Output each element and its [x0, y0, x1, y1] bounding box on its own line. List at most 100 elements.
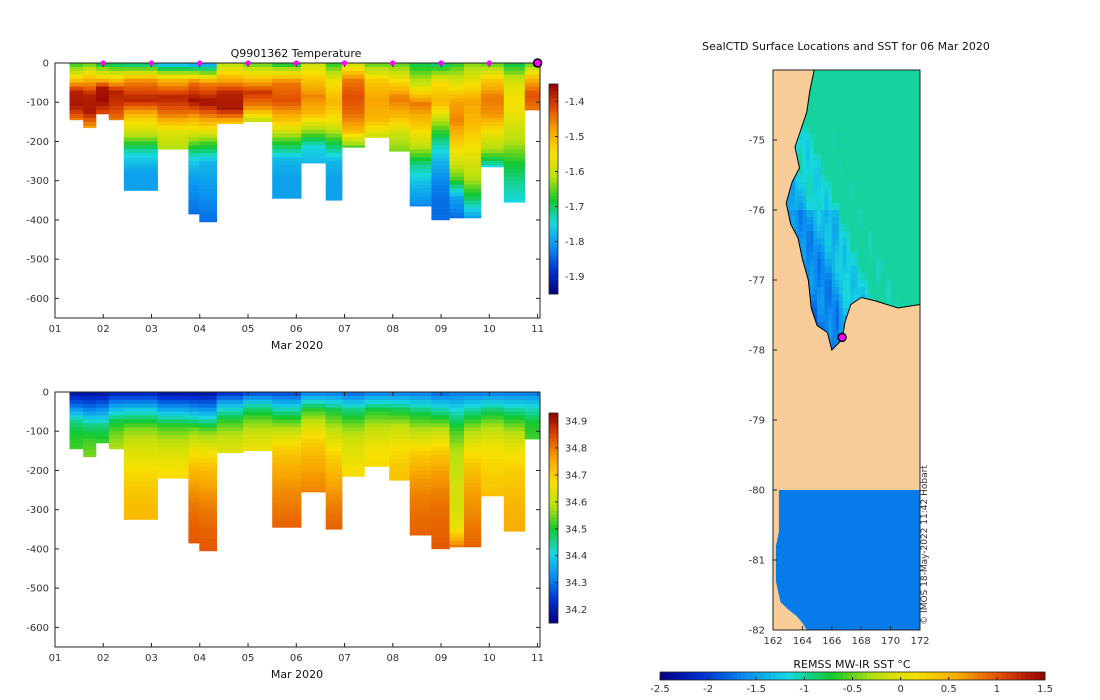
sst-pixel — [853, 168, 858, 176]
sst-pixel — [853, 112, 858, 120]
sst-pixel — [883, 252, 888, 260]
cast-cell — [449, 462, 465, 467]
sst-pixel — [879, 252, 884, 260]
cast-cell — [464, 145, 482, 150]
sst-pixel — [890, 252, 895, 260]
cast-cell — [409, 74, 432, 79]
sst-pixel — [916, 280, 920, 288]
cast-cell — [123, 102, 158, 107]
sst-pixel — [802, 182, 807, 190]
cast-cell — [96, 407, 110, 412]
sst-pixel — [817, 140, 822, 148]
cast-cell — [431, 423, 450, 428]
cast-cell — [199, 548, 217, 552]
cast-cell — [123, 407, 158, 412]
cast-cell — [342, 415, 365, 420]
sst-pixel — [861, 98, 866, 106]
cast-cell — [325, 125, 343, 130]
sst-pixel — [817, 294, 822, 302]
cast-cell — [431, 521, 450, 526]
cast-cell — [503, 161, 526, 166]
cast-cell — [199, 541, 217, 546]
cast-cell — [188, 458, 200, 463]
cast-cell — [524, 392, 540, 397]
sst-pixel — [912, 168, 917, 176]
cast-cell — [464, 435, 482, 440]
sst-pixel — [839, 133, 844, 141]
sst-pixel — [872, 266, 877, 274]
colorbar-segment — [549, 84, 558, 88]
sst-pixel — [901, 126, 906, 134]
cast-cell — [272, 137, 302, 142]
sst-pixel — [831, 280, 836, 288]
cast-cell — [449, 216, 465, 219]
cast-cell — [272, 439, 302, 444]
cast-cell — [464, 486, 482, 491]
sst-pixel — [872, 294, 877, 302]
cast-cell — [216, 98, 244, 103]
sst-pixel — [905, 161, 910, 169]
colorbar-segment — [838, 672, 844, 680]
cast-cell — [449, 537, 465, 542]
salinity-x-axis: 01 02 03 04 05 06 07 08 09 10 11 — [49, 392, 544, 664]
cast-cell — [108, 74, 125, 79]
sst-pixel — [901, 196, 906, 204]
x-tick-label: 03 — [145, 324, 158, 335]
cast-cell — [123, 114, 158, 119]
cast-cell — [342, 114, 365, 119]
cast-cell — [464, 446, 482, 452]
colorbar-segment — [549, 483, 558, 487]
cast-cell — [157, 395, 189, 401]
sst-pixel — [824, 210, 829, 218]
cast-cell — [216, 431, 244, 436]
sst-pixel — [916, 217, 920, 225]
sst-pixel — [879, 77, 884, 85]
sst-pixel — [916, 266, 920, 274]
lon-tick-label: 162 — [763, 636, 782, 647]
sst-pixel — [894, 98, 899, 106]
cast-cell — [157, 145, 189, 150]
cast-cell — [108, 70, 125, 75]
cast-cell — [123, 129, 158, 134]
cast-cell — [389, 446, 410, 452]
cast-cell — [123, 110, 158, 115]
cast-cell — [108, 392, 125, 397]
cast-cell — [272, 411, 302, 416]
cast-cell — [449, 415, 465, 420]
sst-pixel — [842, 161, 847, 169]
colorbar-segment — [549, 171, 558, 176]
sst-pixel — [883, 147, 888, 155]
cast-cell — [431, 165, 450, 170]
cast-cell — [464, 411, 482, 416]
sst-pixel — [864, 133, 869, 141]
sst-pixel — [864, 231, 869, 239]
sst-pixel — [898, 238, 903, 246]
sst-pixel — [861, 224, 866, 232]
cast-cell — [83, 86, 97, 91]
sst-pixel — [809, 91, 814, 99]
cast-cell — [431, 431, 450, 436]
cast-cell — [123, 494, 158, 499]
cast-cell — [188, 168, 200, 174]
sst-pixel — [809, 168, 814, 176]
cast-cell — [96, 403, 110, 408]
cast-cell — [188, 541, 200, 544]
cast-cell — [503, 423, 526, 428]
cast-cell — [272, 196, 302, 199]
sst-pixel — [864, 161, 869, 169]
sst-pixel — [857, 70, 862, 78]
cast-cell — [364, 427, 390, 432]
sst-pixel — [846, 266, 851, 274]
cast-cell — [449, 110, 465, 115]
cast-cell — [464, 129, 482, 134]
cast-cell — [389, 399, 410, 404]
sst-pixel — [916, 119, 920, 127]
colorbar-segment — [741, 672, 748, 680]
cast-cell — [409, 204, 432, 207]
x-tick-label: 08 — [386, 324, 399, 335]
cast-cell — [389, 419, 410, 424]
cast-cell — [199, 458, 217, 463]
sst-pixel — [912, 301, 917, 309]
sst-pixel — [916, 224, 920, 232]
cast-cell — [431, 399, 450, 404]
